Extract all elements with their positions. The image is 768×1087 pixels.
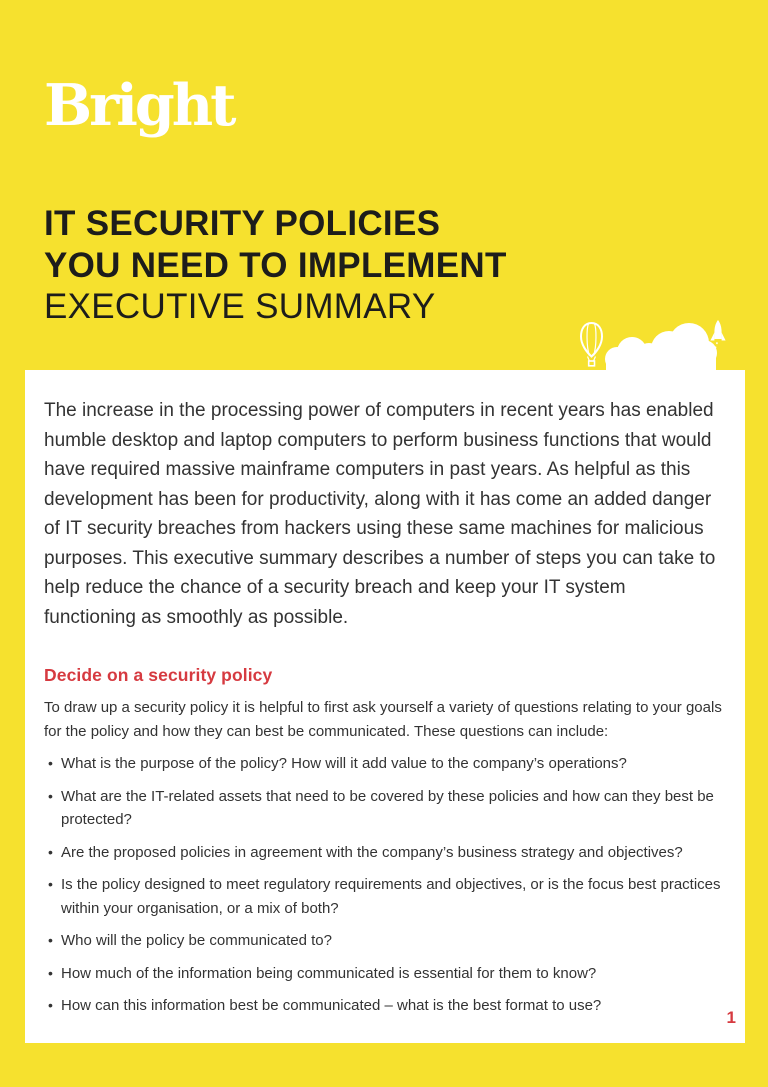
title-line-3: EXECUTIVE SUMMARY [44, 287, 436, 326]
bullet-icon: • [48, 755, 53, 771]
bullet-icon: • [48, 997, 53, 1013]
list-item-text: Who will the policy be communicated to? [61, 932, 332, 949]
list-item: • How can this information best be commu… [44, 994, 734, 1018]
bullet-list: • What is the purpose of the policy? How… [44, 752, 734, 1018]
list-item: • Are the proposed policies in agreement… [44, 841, 734, 865]
cloud-icon [605, 323, 717, 373]
title-line-2: YOU NEED TO IMPLEMENT [44, 245, 507, 285]
list-item: • Who will the policy be communicated to… [44, 929, 734, 953]
decorative-graphics [579, 320, 726, 373]
content-panel: The increase in the processing power of … [25, 370, 745, 1043]
list-item-text: What are the IT-related assets that need… [61, 787, 714, 829]
list-item-text: Is the policy designed to meet regulator… [61, 876, 721, 917]
bright-logo: Bright [44, 72, 236, 139]
page-number: 1 [726, 1008, 736, 1027]
bullet-icon: • [48, 787, 53, 804]
page-title: IT SECURITY POLICIES YOU NEED TO IMPLEME… [44, 203, 507, 328]
bullet-icon: • [48, 964, 53, 981]
section-heading: Decide on a security policy [44, 665, 273, 685]
bullet-icon: • [48, 876, 53, 892]
title-line-1: IT SECURITY POLICIES [44, 204, 441, 243]
list-item-text: How much of the information being commun… [61, 964, 597, 982]
list-item-text: How can this information best be communi… [61, 997, 602, 1014]
section-intro: To draw up a security policy it is helpf… [44, 699, 722, 740]
hot-air-balloon-icon [579, 321, 604, 367]
list-item-text: What is the purpose of the policy? How w… [61, 755, 627, 772]
list-item: • What are the IT-related assets that ne… [44, 785, 734, 832]
intro-paragraph: The increase in the processing power of … [44, 400, 716, 628]
bullet-icon: • [48, 932, 53, 948]
list-item-text: Are the proposed policies in agreement w… [61, 843, 683, 861]
list-item: • How much of the information being comm… [44, 962, 734, 986]
bullet-icon: • [48, 843, 53, 860]
list-item: • Is the policy designed to meet regulat… [44, 873, 734, 920]
list-item: • What is the purpose of the policy? How… [44, 752, 734, 776]
rocket-icon [706, 320, 726, 359]
